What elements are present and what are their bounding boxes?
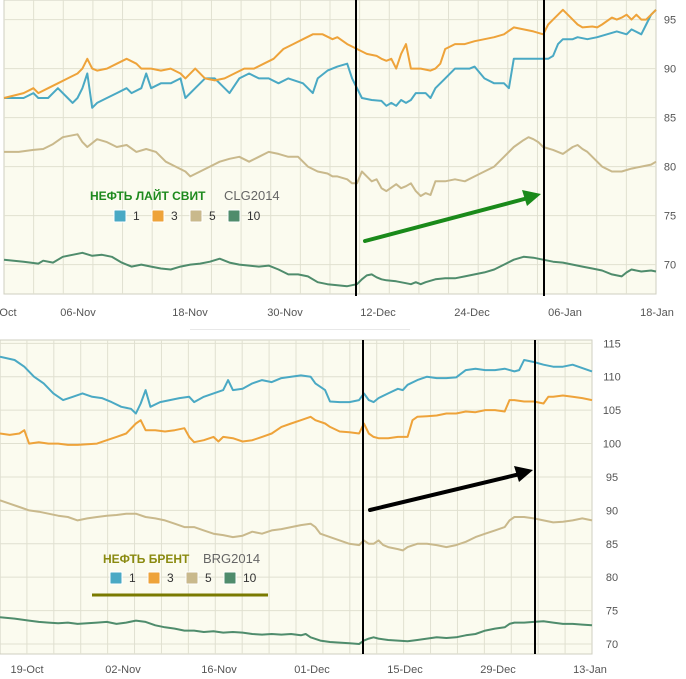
y-tick-label: 70 (664, 260, 676, 272)
panel-separator-line (190, 329, 410, 330)
series-line-3 (0, 394, 593, 446)
y-tick-label: 85 (606, 539, 618, 551)
series-line-10 (3, 251, 657, 288)
chart-title-top-part2: CLG2014 (224, 188, 280, 203)
y-tick-label: 95 (664, 15, 676, 27)
y-tick-label: 75 (664, 211, 676, 223)
legend-label-3: 3 (171, 209, 178, 223)
legend-bottom: 1 3 5 10 (109, 571, 257, 585)
series-line-5 (0, 499, 593, 552)
y-axis-top: 70 75 80 85 90 95 (664, 15, 676, 272)
legend-swatch-3 (147, 571, 161, 585)
chart-title-bottom-part1: НЕФТЬ БРЕНТ (103, 552, 190, 566)
x-axis-top: 25-Oct 06-Nov 18-Nov 30-Nov 12-Dec 24-Dec 06-J… (0, 307, 674, 319)
legend-swatch-1 (113, 209, 127, 223)
x-tick-label: 06-Jan (548, 307, 582, 319)
x-tick-label: 30-Nov (267, 307, 303, 319)
x-axis-bottom: 19-Oct 02-Nov 16-Nov 01-Dec 15-Dec 29-Dec 13-J… (10, 664, 606, 676)
series-lines-top (3, 8, 657, 288)
chart-title-top-part1: НЕФТЬ ЛАЙТ СВИТ (90, 188, 206, 203)
x-tick-label: 19-Oct (10, 664, 43, 676)
y-tick-label: 95 (606, 472, 618, 484)
trend-arrow-bottom (368, 466, 533, 512)
y-tick-label: 90 (664, 64, 676, 76)
legend-label-10: 10 (243, 571, 257, 585)
x-tick-label: 02-Nov (105, 664, 141, 676)
legend-label-1: 1 (129, 571, 136, 585)
series-lines-bottom (0, 355, 593, 645)
series-line-1 (4, 9, 657, 109)
chart-title-bottom-part2: BRG2014 (203, 551, 260, 566)
y-tick-label: 85 (664, 113, 676, 125)
series-line-5 (4, 133, 657, 197)
legend-label-10: 10 (247, 209, 261, 223)
x-tick-label: 18-Nov (172, 307, 208, 319)
x-tick-label: 13-Jan (573, 664, 607, 676)
legend-label-5: 5 (209, 209, 216, 223)
legend-swatch-10 (227, 209, 241, 223)
y-tick-label: 115 (603, 338, 621, 350)
y-tick-label: 80 (606, 572, 618, 584)
legend-swatch-10 (223, 571, 237, 585)
y-tick-label: 75 (606, 606, 618, 618)
x-tick-label: 29-Dec (480, 664, 516, 676)
legend-top: 1 3 5 10 (113, 209, 261, 223)
x-tick-label: 01-Dec (294, 664, 330, 676)
y-tick-label: 105 (603, 405, 621, 417)
y-tick-label: 90 (606, 505, 618, 517)
x-tick-label: 25-Oct (0, 307, 17, 319)
y-tick-label: 110 (603, 372, 621, 384)
legend-label-5: 5 (205, 571, 212, 585)
x-tick-label: 24-Dec (454, 307, 490, 319)
legend-swatch-5 (189, 209, 203, 223)
y-tick-label: 100 (603, 439, 621, 451)
y-tick-label: 80 (664, 162, 676, 174)
legend-swatch-1 (109, 571, 123, 585)
x-tick-label: 06-Nov (60, 307, 96, 319)
x-tick-label: 15-Dec (387, 664, 423, 676)
grid-bottom (0, 340, 592, 654)
series-line-10 (0, 616, 593, 645)
x-tick-label: 16-Nov (201, 664, 237, 676)
legend-swatch-3 (151, 209, 165, 223)
y-axis-bottom: 70 75 80 85 90 95 100 105 110 115 (603, 338, 621, 651)
series-line-3 (3, 8, 657, 99)
chart-light-sweet: 70 75 80 85 90 95 25-Oct 06-Nov 18-Nov 30-Nov 12-… (0, 0, 676, 319)
x-tick-label: 12-Dec (360, 307, 396, 319)
legend-swatch-5 (185, 571, 199, 585)
trend-arrow-top (363, 190, 541, 243)
x-tick-label: 18-Jan (640, 307, 674, 319)
legend-label-1: 1 (133, 209, 140, 223)
legend-label-3: 3 (167, 571, 174, 585)
series-line-1 (0, 355, 593, 415)
grid-top (4, 0, 656, 294)
y-tick-label: 70 (606, 639, 618, 651)
